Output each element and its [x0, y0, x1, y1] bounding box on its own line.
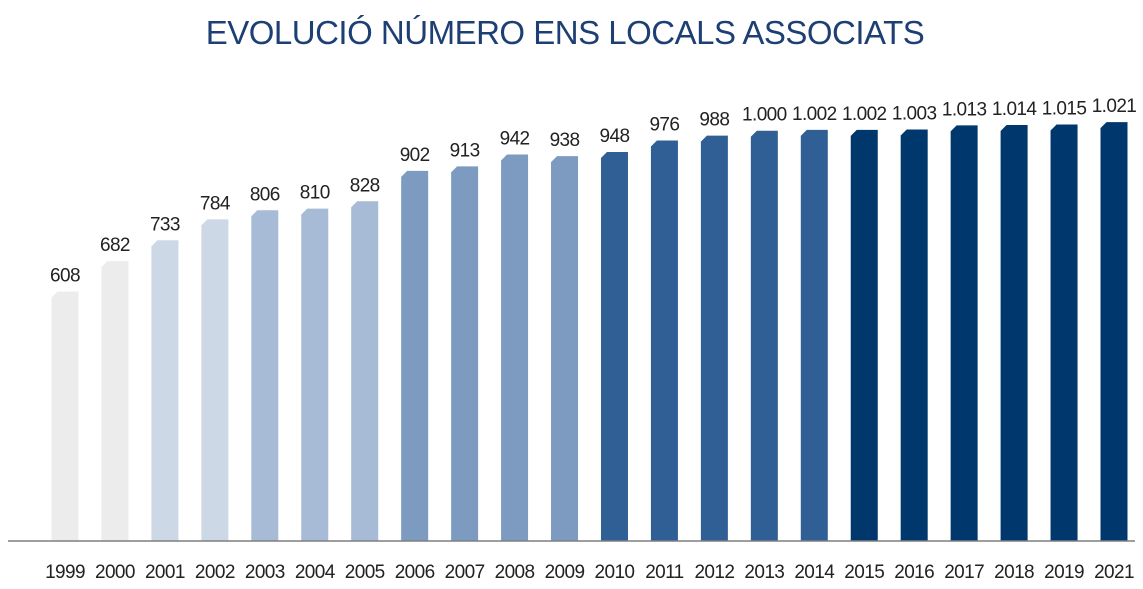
value-label-1999: 608 — [50, 266, 80, 287]
bar-2007 — [451, 166, 479, 541]
chart-title: EVOLUCIÓ NÚMERO ENS LOCALS ASSOCIATS — [206, 14, 925, 51]
bar-2014 — [800, 129, 828, 541]
value-label-2021: 1.021 — [1092, 96, 1137, 117]
value-label-2013: 1.000 — [742, 105, 787, 126]
bar-2015 — [850, 129, 878, 541]
value-label-2015: 1.002 — [842, 104, 887, 125]
value-label-2016: 1.003 — [892, 103, 937, 124]
value-label-2008: 942 — [500, 129, 530, 150]
x-tick-label-2018: 2018 — [994, 562, 1034, 583]
x-tick-label-2013: 2013 — [744, 562, 784, 583]
x-tick-label-2007: 2007 — [445, 562, 485, 583]
x-tick-label-2002: 2002 — [195, 562, 235, 583]
x-tick-label-1999: 1999 — [45, 562, 85, 583]
bar-2005 — [351, 201, 379, 541]
value-label-2000: 682 — [100, 235, 130, 256]
x-tick-label-2011: 2011 — [645, 562, 683, 583]
x-tick-label-2014: 2014 — [794, 562, 835, 583]
value-label-2006: 902 — [400, 145, 430, 166]
value-label-2002: 784 — [200, 193, 231, 214]
bar-2003 — [251, 210, 279, 542]
x-tick-label-2009: 2009 — [545, 562, 585, 583]
value-label-2001: 733 — [150, 214, 180, 235]
bar-2017 — [950, 125, 978, 542]
x-tick-label-2001: 2001 — [145, 562, 185, 583]
bar-2000 — [101, 261, 129, 541]
bar-2009 — [551, 156, 579, 541]
bar-2021 — [1100, 122, 1128, 541]
x-tick-label-2010: 2010 — [595, 562, 635, 583]
x-tick-label-2016: 2016 — [894, 562, 934, 583]
x-tick-label-2006: 2006 — [395, 562, 435, 583]
value-label-2009: 938 — [550, 130, 580, 151]
bar-1999 — [51, 291, 79, 541]
bar-2011 — [650, 140, 678, 542]
bar-2018 — [1000, 124, 1028, 542]
value-label-2003: 806 — [250, 184, 280, 205]
value-label-2004: 810 — [300, 183, 330, 204]
bar-2019 — [1050, 124, 1078, 542]
value-labels-group: 608 682 733 784 806 810 828 902 913 942 938 948 976 9… — [50, 96, 1137, 287]
x-tick-label-2021: 2021 — [1094, 562, 1134, 583]
value-label-2005: 828 — [350, 175, 380, 196]
value-label-2012: 988 — [699, 110, 729, 131]
value-label-2011: 976 — [649, 115, 679, 136]
bar-2016 — [900, 129, 928, 541]
bar-2013 — [750, 130, 778, 541]
x-tick-label-2000: 2000 — [95, 562, 135, 583]
bar-2012 — [700, 135, 728, 541]
value-label-2010: 948 — [600, 126, 630, 147]
bar-2006 — [401, 170, 429, 541]
bar-2008 — [501, 154, 529, 541]
bar-2001 — [151, 240, 179, 541]
x-tick-label-2008: 2008 — [495, 562, 535, 583]
x-tick-label-2017: 2017 — [944, 562, 984, 583]
bar-2002 — [201, 219, 229, 541]
value-label-2017: 1.013 — [942, 99, 987, 120]
x-tick-labels-group: 1999 2000 2001 2002 2003 2004 2005 2006 2007 2008… — [45, 562, 1135, 583]
value-label-2014: 1.002 — [792, 104, 837, 125]
value-label-2018: 1.014 — [992, 99, 1038, 120]
x-tick-label-2003: 2003 — [245, 562, 285, 583]
x-tick-label-2012: 2012 — [694, 562, 734, 583]
value-label-2007: 913 — [450, 140, 480, 161]
bars-group — [51, 122, 1128, 542]
x-tick-label-2019: 2019 — [1044, 562, 1084, 583]
x-tick-label-2005: 2005 — [345, 562, 385, 583]
x-tick-label-2015: 2015 — [844, 562, 884, 583]
bar-2004 — [301, 208, 329, 541]
x-tick-label-2004: 2004 — [295, 562, 336, 583]
bar-2010 — [600, 152, 628, 542]
value-label-2019: 1.015 — [1042, 99, 1087, 120]
